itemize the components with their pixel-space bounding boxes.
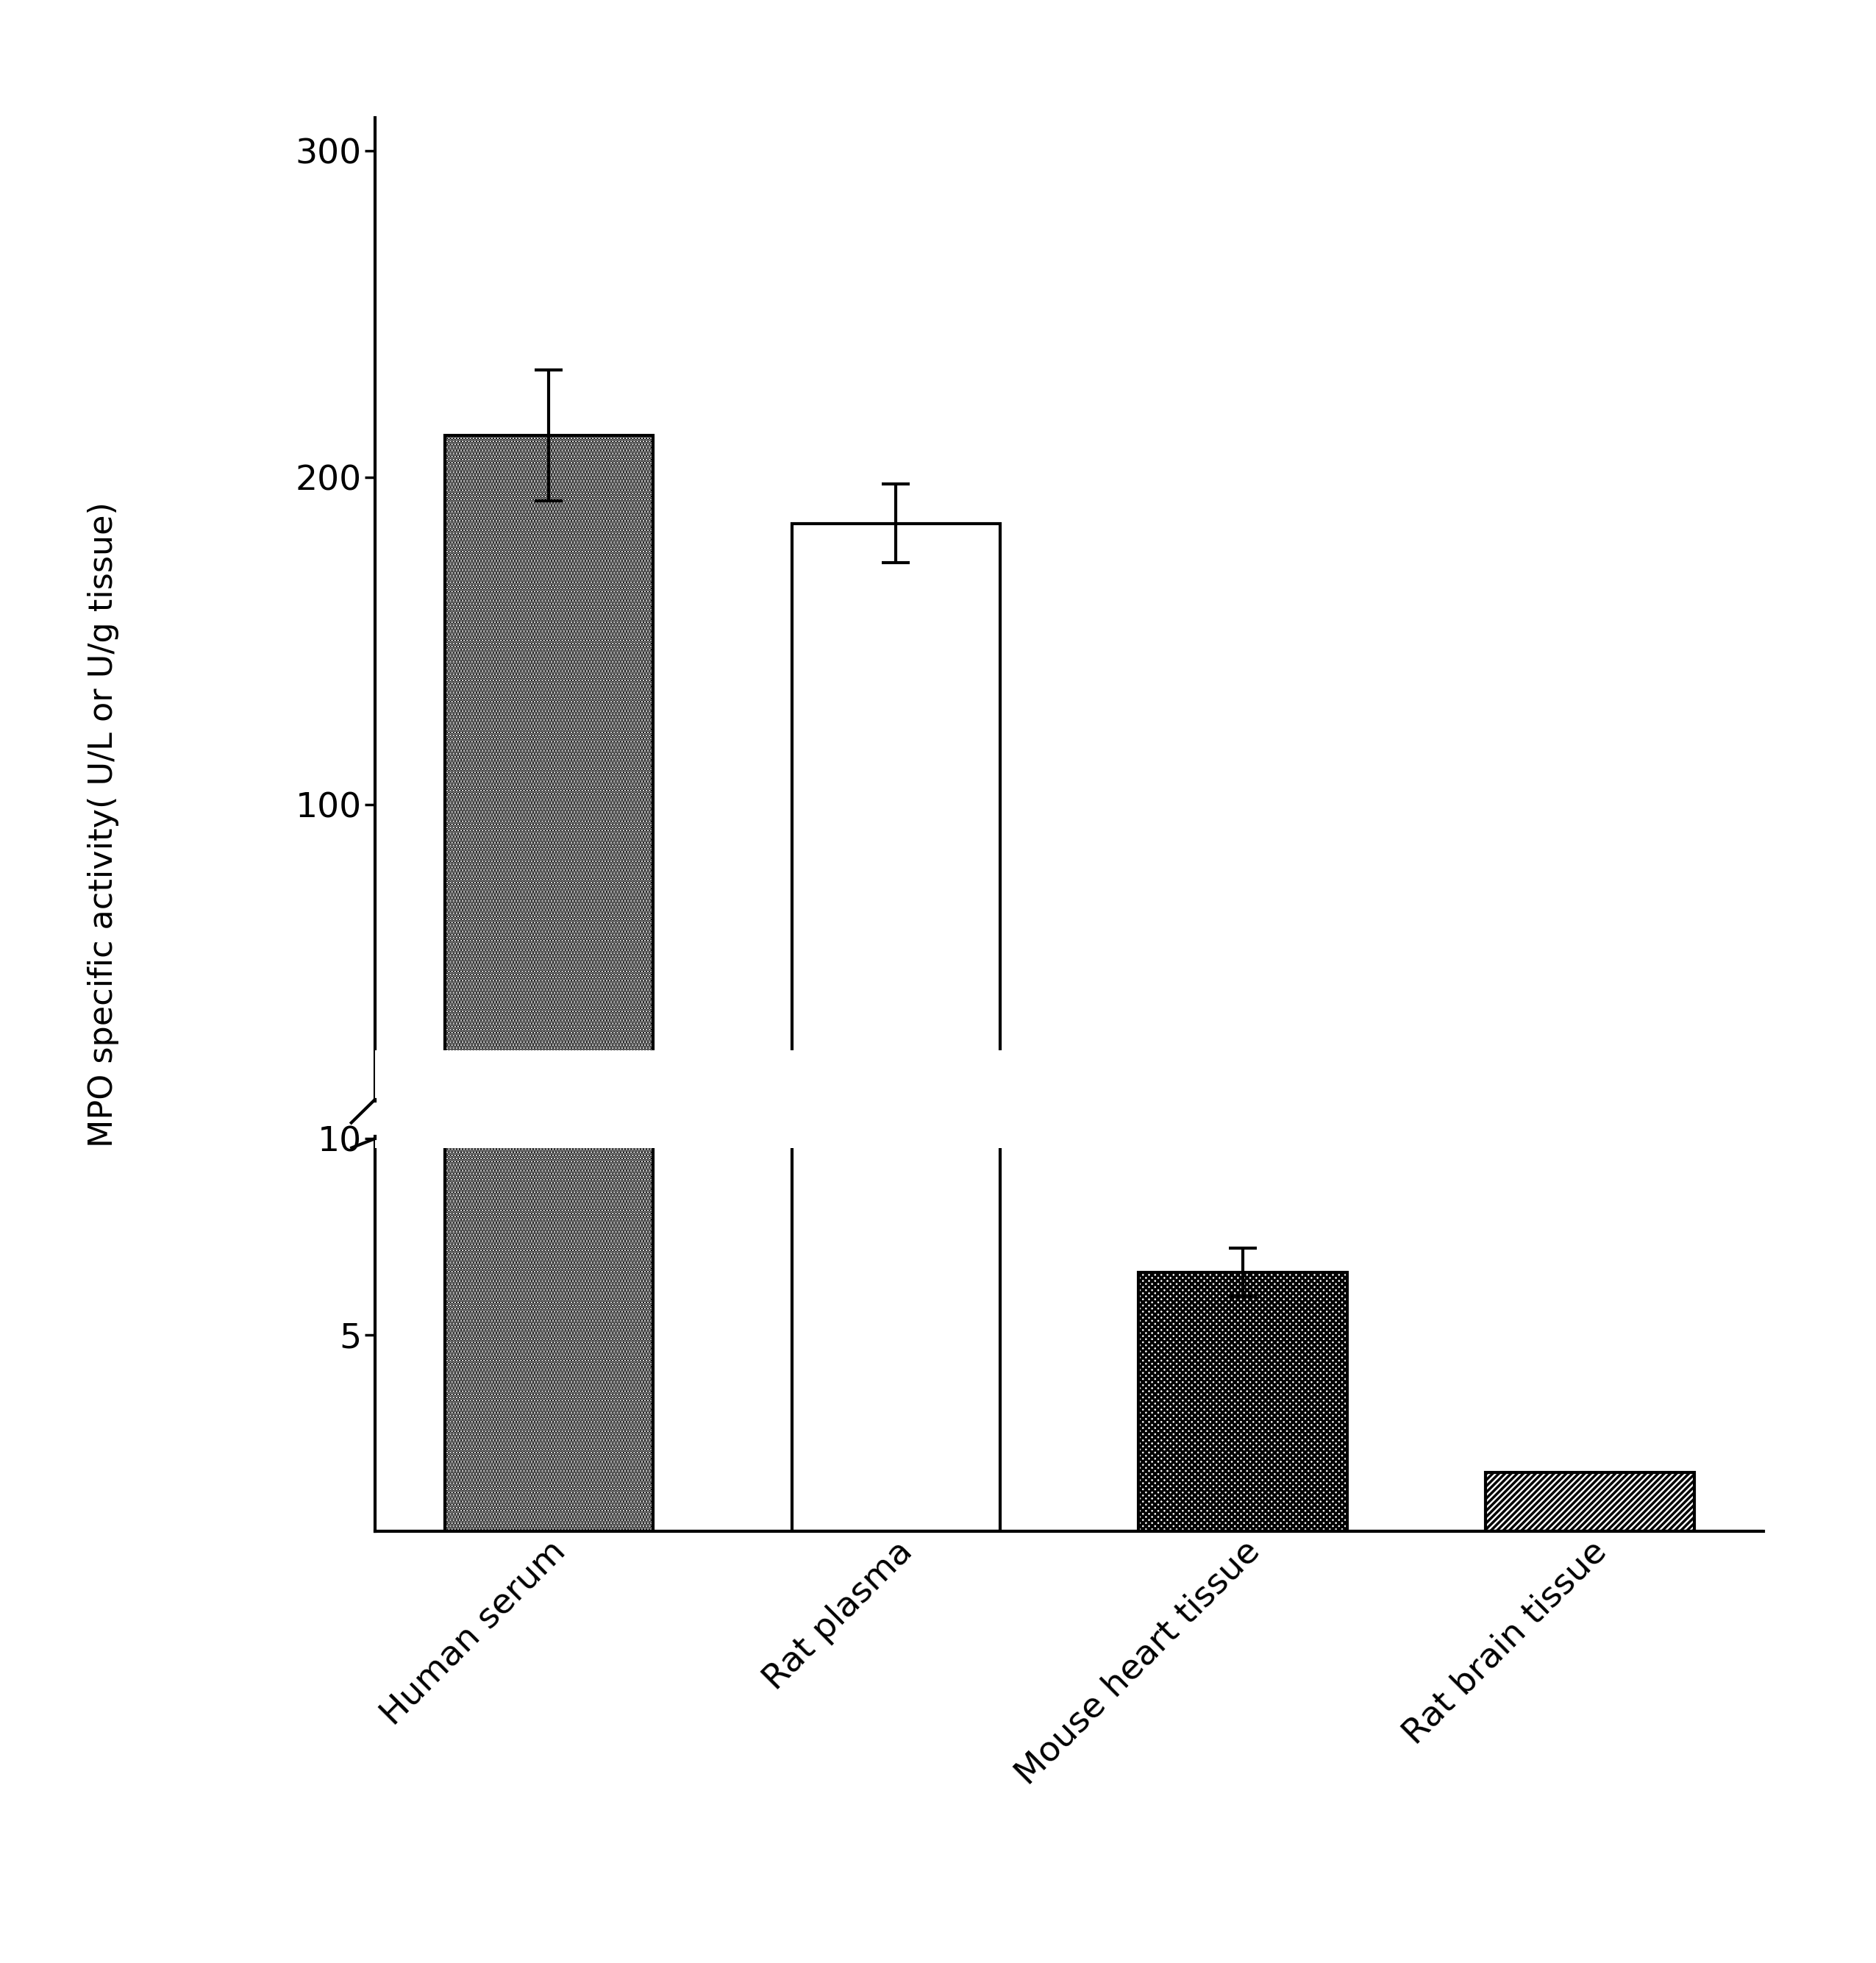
Bar xyxy=(1486,1127,1694,1133)
Text: MPO specific activity( U/L or U/g tissue): MPO specific activity( U/L or U/g tissue… xyxy=(88,503,118,1146)
Bar xyxy=(792,0,1000,1531)
Bar xyxy=(1139,1111,1347,1133)
Bar xyxy=(792,524,1000,1133)
Bar xyxy=(1139,1272,1347,1531)
Bar xyxy=(445,0,653,1531)
Bar xyxy=(1486,1472,1694,1531)
Bar xyxy=(445,436,653,1133)
